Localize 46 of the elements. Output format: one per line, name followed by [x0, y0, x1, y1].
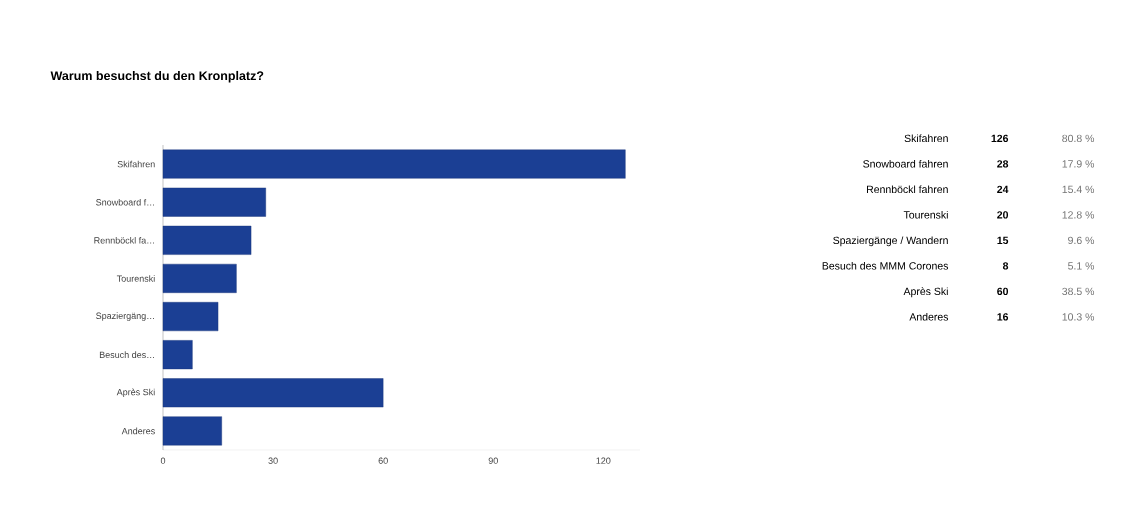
text: 17.9 %: [1062, 160, 1095, 168]
bar: [162, 263, 237, 293]
bar: [162, 302, 219, 332]
text: 80.8 %: [1062, 134, 1095, 143]
text: 15.4 %: [1062, 185, 1095, 194]
bar: [162, 225, 252, 255]
text: 5.1 %: [1068, 262, 1095, 270]
x-tick-label: 90: [488, 457, 498, 464]
chart-title: Warum besuchst du den Kronplatz?: [50, 70, 264, 83]
text: 60: [997, 287, 1009, 296]
x-tick-label: 30: [268, 457, 278, 464]
text: Besuch des MMM Corones: [822, 261, 949, 270]
text: 10.3 %: [1062, 313, 1095, 321]
text: 24: [997, 185, 1009, 193]
text: Anderes: [909, 312, 949, 321]
text: 28: [997, 160, 1009, 168]
text: 38.5 %: [1062, 287, 1095, 296]
y-tick-label: Snowboard f…: [96, 198, 154, 206]
y-tick-label: Rennböckl fa…: [94, 237, 154, 244]
x-tick-label: 120: [596, 457, 611, 464]
y-tick-label: Anderes: [121, 427, 155, 435]
bar: [162, 416, 222, 446]
y-tick-label: Tourenski: [116, 275, 155, 282]
text: Rennböckl fahren: [867, 185, 948, 194]
text: 15: [997, 236, 1009, 245]
y-tick-label: Skifahren: [117, 160, 155, 168]
text: Tourenski: [903, 210, 948, 219]
bar: [162, 378, 384, 408]
text: Snowboard fahren: [863, 159, 948, 168]
y-tick-label: Après Ski: [116, 388, 155, 398]
text: 126: [991, 134, 1009, 143]
bar: [162, 340, 193, 370]
text: 9.6 %: [1068, 236, 1095, 245]
text: 20: [997, 211, 1009, 219]
bar: [162, 187, 266, 217]
text: 12.8 %: [1062, 211, 1095, 219]
bar: [162, 149, 626, 179]
text: Skifahren: [904, 134, 948, 143]
y-tick-label: Spaziergäng…: [96, 312, 154, 321]
x-tick-label: 0: [160, 457, 166, 464]
text: 16: [997, 313, 1009, 321]
text: 8: [1002, 262, 1009, 270]
text: Après Ski: [903, 287, 948, 298]
y-tick-label: Besuch des…: [99, 351, 154, 358]
text: Spaziergänge / Wandern: [833, 236, 948, 247]
x-tick-label: 60: [378, 457, 388, 464]
